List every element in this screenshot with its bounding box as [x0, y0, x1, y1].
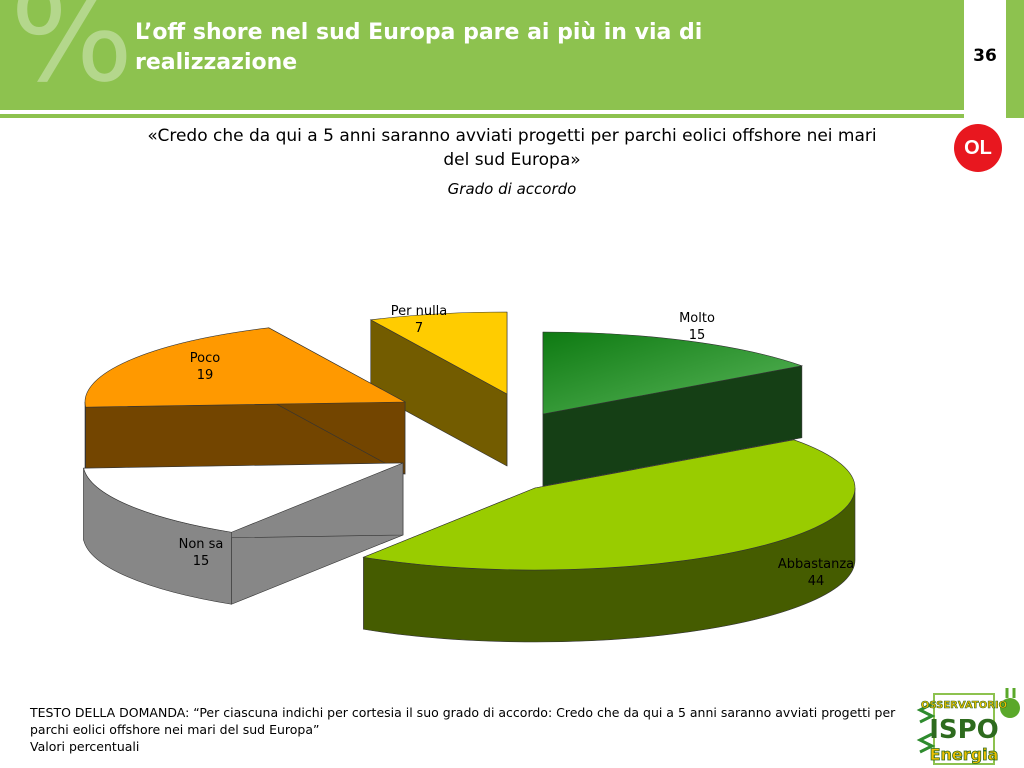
slice-value-abbastanza: 44	[808, 574, 825, 589]
header-underline	[0, 114, 964, 118]
slice-label-non-sa: Non sa	[179, 537, 224, 552]
right-accent-strip	[1006, 0, 1024, 118]
pie-slice-per-nulla	[369, 311, 508, 467]
pie-slice-abbastanza	[362, 439, 856, 643]
slice-label-abbastanza: Abbastanza	[778, 557, 854, 572]
slice-value-non-sa: 15	[193, 554, 210, 569]
percent-watermark-icon: %	[10, 0, 134, 111]
ispo-energia-logo: OSSERVATORIO ISPO Energia	[916, 688, 1020, 765]
slice-value-per-nulla: 7	[415, 321, 423, 336]
page-title: L’off shore nel sud Europa pare ai più i…	[135, 20, 703, 75]
chart-subtitle: Grado di accordo	[447, 180, 577, 198]
pie-slice-poco	[84, 327, 407, 480]
logo-energia: Energia	[930, 745, 999, 764]
slice-label-molto: Molto	[679, 311, 715, 326]
logo-observatorio: OSSERVATORIO	[921, 700, 1007, 711]
slice-value-molto: 15	[689, 328, 706, 343]
slice-label-poco: Poco	[190, 351, 220, 366]
page-number-box	[964, 0, 1006, 122]
footer-note: TESTO DELLA DOMANDA: “Per ciascuna indic…	[30, 704, 910, 755]
chart-question: «Credo che da qui a 5 anni saranno avvia…	[147, 126, 877, 170]
pie-slice-molto	[542, 331, 804, 487]
plug-icon	[1000, 698, 1020, 718]
header-bar	[0, 0, 964, 110]
slice-value-poco: 19	[197, 368, 214, 383]
ol-badge: OL	[954, 124, 1002, 172]
logo-ispo: ISPO	[929, 715, 999, 745]
footer-question-text: TESTO DELLA DOMANDA: “Per ciascuna indic…	[30, 705, 896, 737]
footer-units-text: Valori percentuali	[30, 739, 140, 754]
slice-label-per-nulla: Per nulla	[391, 304, 448, 319]
pie-slice-non-sa	[83, 462, 404, 605]
page-number: 36	[973, 46, 997, 66]
